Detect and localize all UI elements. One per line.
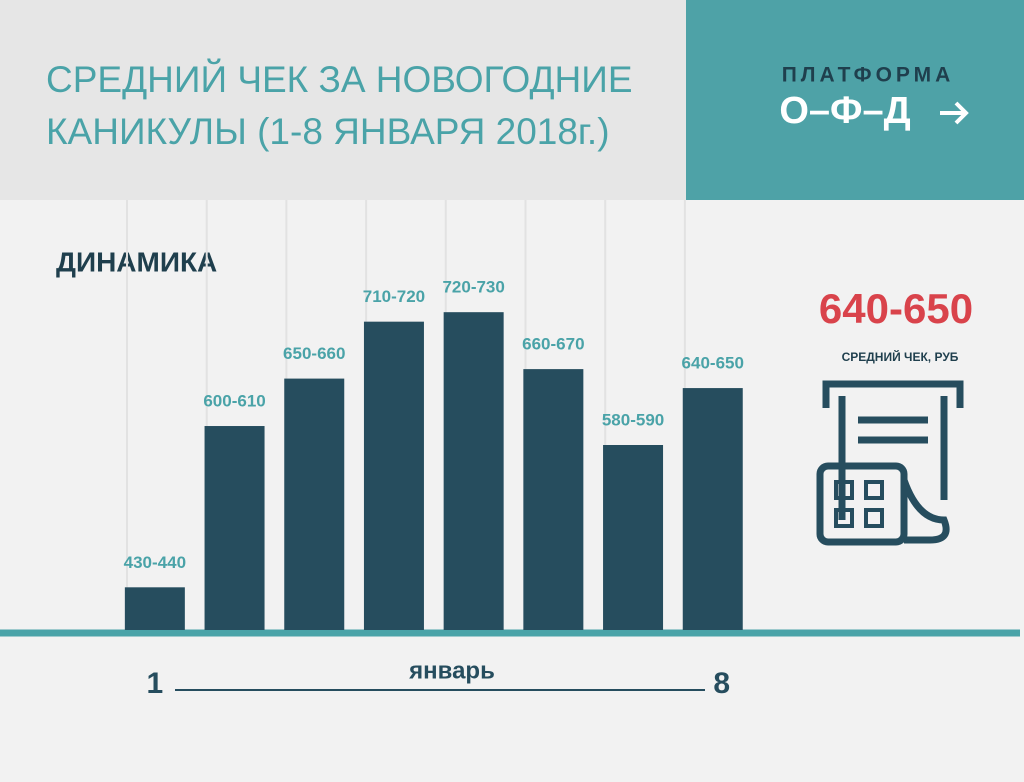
bar — [363, 321, 424, 630]
bar — [204, 426, 265, 630]
value-label: 710-720 — [363, 287, 425, 306]
value-label: 640-650 — [682, 354, 744, 373]
title-line: СРЕДНИЙ ЧЕК ЗА НОВОГОДНИЕ — [46, 58, 633, 100]
x-tick-label: 8 — [713, 667, 730, 700]
bar — [124, 587, 185, 630]
brand: ПЛАТФОРМА — [782, 64, 955, 87]
value-label: 430-440 — [124, 553, 186, 572]
bar — [284, 378, 345, 630]
x-tick-label: 1 — [147, 667, 164, 700]
header-right — [686, 0, 1024, 200]
header-left — [0, 0, 686, 200]
highlight-value: 640-650 — [819, 285, 973, 332]
subtitle: ДИНАМИКА — [56, 246, 217, 277]
value-label: 650-660 — [283, 344, 345, 363]
highlight-label: СРЕДНИЙ ЧЕК, РУБ — [842, 349, 959, 364]
value-label: 580-590 — [602, 410, 664, 429]
x-axis-label: январь — [408, 657, 495, 684]
brand-mark: О–Ф–Д — [779, 90, 910, 132]
value-label: 660-670 — [522, 335, 584, 354]
value-label: 720-730 — [442, 278, 504, 297]
bar — [603, 445, 664, 630]
bar — [523, 369, 584, 630]
brand-arrow — [940, 101, 969, 125]
bar — [443, 312, 504, 630]
receipt-icon — [816, 380, 964, 546]
value-label: 600-610 — [203, 392, 265, 411]
bar — [682, 388, 743, 630]
title-line: КАНИКУЛЫ (1-8 ЯНВАРЯ 2018г.) — [46, 111, 610, 152]
